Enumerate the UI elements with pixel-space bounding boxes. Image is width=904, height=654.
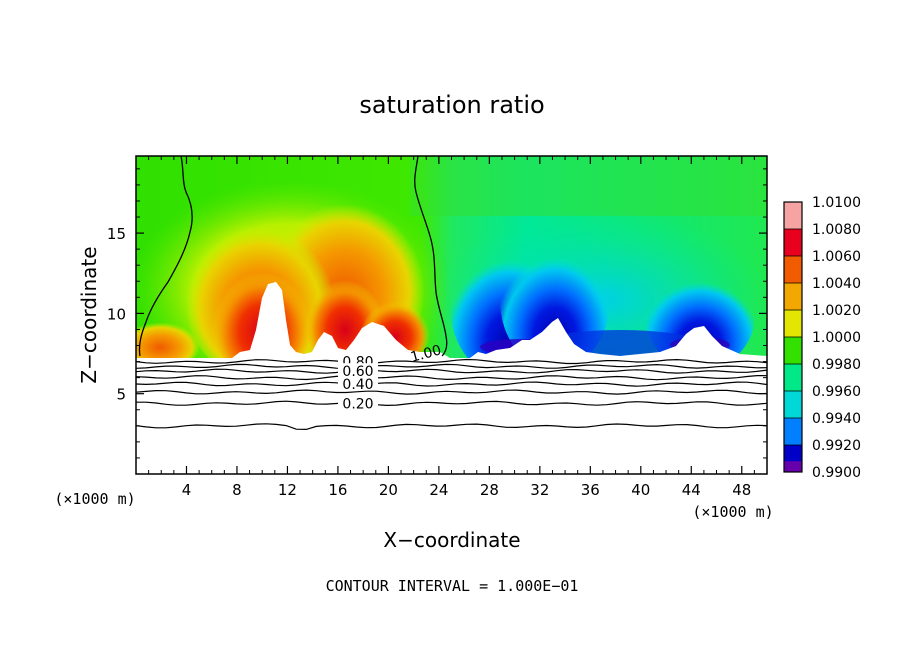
- edge-warm-left: [136, 320, 200, 370]
- colorbar-label: 0.9920: [812, 438, 861, 454]
- x-tick-label: 40: [631, 481, 650, 499]
- x-tick-label: 44: [682, 481, 701, 499]
- plot-area: [136, 156, 767, 474]
- cloud-mask: [136, 282, 767, 474]
- colorbar-segment: [784, 229, 802, 256]
- contour-label-bg: [338, 376, 378, 391]
- x-axis-label: X−coordinate: [383, 528, 520, 552]
- x-axis: 4 8 12 16 20 24 28 32 36 40 44 48: [148, 156, 755, 499]
- x-tick-label: 24: [429, 481, 448, 499]
- contour-line: [136, 423, 767, 431]
- contour-label-bg: [338, 395, 378, 410]
- contour-label: 0.20: [342, 396, 373, 412]
- x-tick-label: 28: [480, 481, 499, 499]
- colorbar-segment: [784, 364, 802, 391]
- x-axis-unit-left: (×1000 m): [54, 490, 135, 508]
- y-axis: 5 10 15: [107, 168, 767, 459]
- lower-contour-lines: [136, 358, 767, 431]
- x-tick-label: 32: [530, 481, 549, 499]
- x-tick-label: 4: [182, 481, 192, 499]
- isoline-1-00-left: [138, 156, 193, 357]
- contour-interval-footer: CONTOUR INTERVAL = 1.000E−01: [326, 577, 579, 595]
- x-tick-label: 16: [328, 481, 347, 499]
- x-tick-label: 36: [581, 481, 600, 499]
- chart-title: saturation ratio: [359, 91, 544, 119]
- colorbar-label: 1.0040: [812, 276, 861, 292]
- y-tick-label: 5: [116, 386, 126, 404]
- colorbar-label: 1.0000: [812, 330, 861, 346]
- colorbar-segment: [784, 391, 802, 418]
- colorbar-segment: [784, 418, 802, 445]
- contour-line: [136, 358, 767, 365]
- colorbar-segment: [784, 461, 802, 472]
- x-tick-label: 12: [278, 481, 297, 499]
- colorbar-segment: [784, 310, 802, 337]
- isoline-layer: [138, 156, 448, 357]
- colorbar-label: 1.0060: [812, 249, 861, 265]
- colorbar-label: 0.9960: [812, 384, 861, 400]
- colorbar: 1.0100 1.0080 1.0060 1.0040 1.0020 1.0000 0.99…: [783, 195, 861, 481]
- colorbar-label: 0.9900: [812, 465, 861, 481]
- colorbar-label: 0.9980: [812, 357, 861, 373]
- contour-line: [136, 381, 767, 387]
- colorbar-label: 1.0080: [812, 222, 861, 238]
- colorbar-label: 1.0100: [812, 195, 861, 211]
- x-tick-label: 8: [232, 481, 242, 499]
- isoline-1-00-right: [414, 156, 448, 357]
- x-axis-unit-right: (×1000 m): [692, 503, 773, 521]
- contour-line: [136, 363, 767, 370]
- contour-line: [136, 368, 767, 374]
- contour-label: 0.40: [342, 377, 373, 393]
- colorbar-label: 0.9940: [812, 411, 861, 427]
- contour-line: [136, 400, 767, 407]
- contour-label-1-00: 1.00: [409, 342, 443, 366]
- colorbar-segment: [784, 202, 802, 229]
- contour-line: [136, 389, 767, 395]
- y-tick-label: 15: [107, 225, 126, 243]
- y-tick-label: 10: [107, 305, 126, 323]
- x-tick-label: 20: [379, 481, 398, 499]
- colorbar-label: 1.0020: [812, 303, 861, 319]
- contour-label-bg: [338, 363, 378, 378]
- contour-label-group: 0.800.600.400.201.00: [338, 342, 443, 412]
- colorbar-segment: [784, 337, 802, 364]
- colorbar-segment: [784, 256, 802, 283]
- x-tick-label: 48: [732, 481, 751, 499]
- upper-green-band: [410, 156, 767, 216]
- y-axis-label: Z−coordinate: [77, 246, 101, 383]
- colorbar-segment: [784, 283, 802, 310]
- contour-line: [136, 374, 767, 381]
